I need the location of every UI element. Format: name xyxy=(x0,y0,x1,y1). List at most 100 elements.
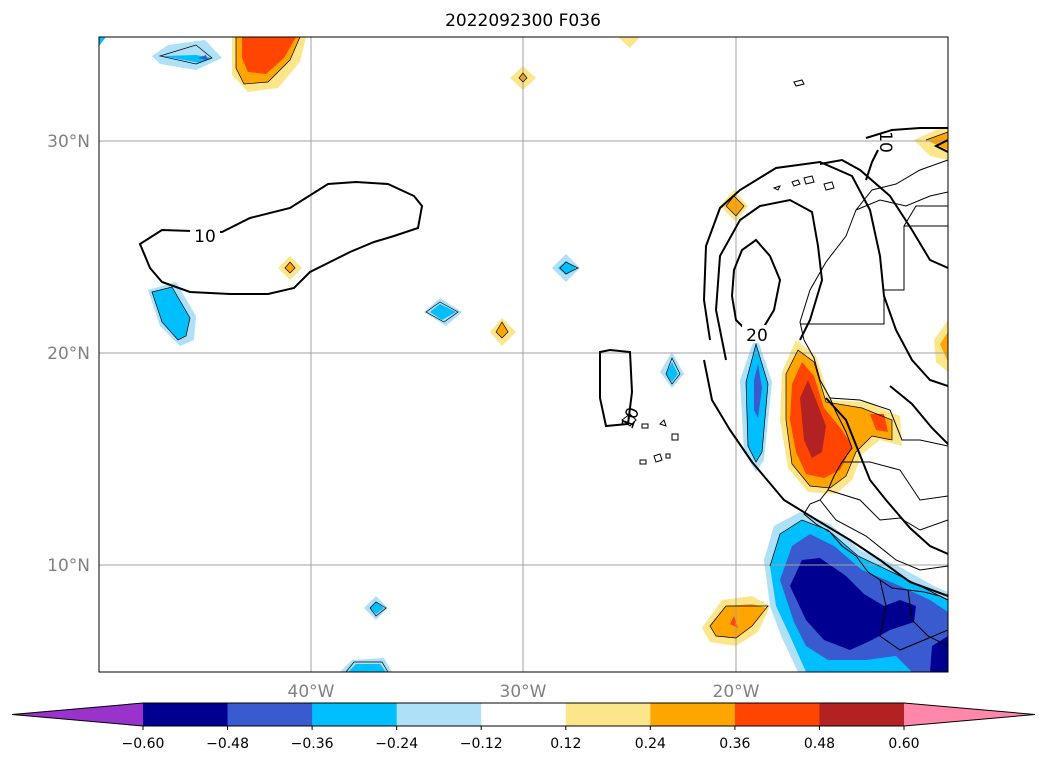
colorbar-tick-label: −0.36 xyxy=(291,736,334,752)
border xyxy=(842,461,948,501)
border xyxy=(879,579,948,651)
island xyxy=(791,179,801,187)
patch-outline xyxy=(518,72,528,83)
patch-outline xyxy=(925,131,948,141)
island xyxy=(671,433,679,441)
colorbar-tick-label: −0.60 xyxy=(122,736,165,752)
contour-label: 10 xyxy=(194,227,216,247)
patch-outline xyxy=(235,37,301,85)
contour-10-west xyxy=(138,180,424,295)
colorbar-tick-label: 0.24 xyxy=(635,736,666,752)
contour-label: 20 xyxy=(746,326,768,346)
colorbar-tick-label: 0.60 xyxy=(888,736,919,752)
patch-outline xyxy=(158,44,213,65)
contour-label: 10 xyxy=(875,131,895,153)
patch-outline xyxy=(284,261,296,274)
neg-anomaly-patch xyxy=(930,636,948,672)
island xyxy=(653,453,663,463)
colorbar-extend-high xyxy=(904,703,1035,726)
border xyxy=(907,589,948,647)
neg-anomaly-patch xyxy=(370,602,384,614)
neg-anomaly-patch xyxy=(99,37,106,46)
colorbar-tick-label: 0.48 xyxy=(804,736,835,752)
contour-lines xyxy=(138,127,948,597)
pos-anomaly-patch xyxy=(618,37,640,48)
neg-anomaly-patch xyxy=(666,362,678,382)
contour-10-north xyxy=(865,127,948,139)
patch-outline xyxy=(725,195,745,217)
coastlines xyxy=(621,79,948,651)
colorbar-tick-label: 0.12 xyxy=(550,736,581,752)
colorbar-segment xyxy=(227,703,313,726)
colorbar-segment xyxy=(481,703,567,726)
contour-mid xyxy=(702,160,948,387)
pos-anomaly-patch xyxy=(870,414,888,432)
patch-outline xyxy=(425,301,459,323)
lat-label: 10°N xyxy=(47,556,90,576)
contour-north xyxy=(819,158,948,269)
pos-anomaly-patch xyxy=(710,604,766,638)
colorbar-segment xyxy=(734,703,820,726)
map-panel: 10 20 10 10 xyxy=(98,36,949,673)
island xyxy=(659,419,667,427)
map-title: 2022092300 F036 xyxy=(445,11,601,31)
colorbar-extend-low xyxy=(12,703,143,726)
contour-edge xyxy=(933,139,948,153)
lat-label: 30°N xyxy=(47,132,90,152)
patch-outline xyxy=(709,605,769,639)
border xyxy=(829,397,948,447)
island xyxy=(641,423,649,429)
colorbar-segment xyxy=(650,703,736,726)
colorbar: −0.60 −0.48 −0.36 −0.24 −0.12 0.12 0.24 0.36 0.4… xyxy=(11,702,1036,752)
patch-outline xyxy=(151,286,191,341)
lon-labels: 40°W 30°W 20°W xyxy=(288,682,760,702)
neg-anomaly-patch xyxy=(754,364,762,418)
neg-anomaly-patch xyxy=(430,304,456,320)
lon-label: 40°W xyxy=(288,682,335,702)
filled-contours xyxy=(99,37,948,672)
neg-anomaly-patch xyxy=(790,558,916,650)
contour-10-north-a xyxy=(865,149,879,181)
lat-label: 20°N xyxy=(47,344,90,364)
pos-anomaly-patch xyxy=(242,37,296,74)
lat-labels: 30°N 20°N 10°N xyxy=(47,132,90,576)
lon-label: 20°W xyxy=(713,682,760,702)
pos-anomaly-patch xyxy=(940,332,948,362)
colorbar-tick-label: 0.36 xyxy=(719,736,750,752)
contour-outer-south xyxy=(703,359,948,597)
contour-mid-south xyxy=(825,397,948,555)
colorbar-tick-label: −0.12 xyxy=(460,736,503,752)
neg-anomaly-patch xyxy=(152,287,190,340)
neg-anomaly-patch xyxy=(162,55,212,63)
colorbar-segment xyxy=(143,703,229,726)
neg-anomaly-patch xyxy=(198,55,208,60)
label-bg xyxy=(742,325,772,343)
colorbar-segment xyxy=(819,703,905,726)
contour-mid-b xyxy=(889,385,948,445)
colorbar-segment xyxy=(312,703,398,726)
patch-outline xyxy=(369,601,387,617)
colorbar-segment xyxy=(396,703,482,726)
contour-10-capeverde xyxy=(599,348,634,428)
border xyxy=(819,499,948,571)
border xyxy=(903,205,948,227)
pos-anomaly-patch xyxy=(496,322,508,338)
island xyxy=(772,185,781,191)
map-frame xyxy=(98,36,949,673)
patch-outline xyxy=(785,349,893,489)
patch-outline xyxy=(769,519,948,601)
neg-anomaly-patch xyxy=(348,664,386,672)
pos-anomaly-patch xyxy=(726,196,744,216)
colorbar-segment xyxy=(565,703,651,726)
border xyxy=(855,191,948,211)
contour-inner xyxy=(714,198,824,361)
patch-outline xyxy=(495,321,509,339)
island xyxy=(823,181,835,191)
neg-anomaly-patch xyxy=(558,261,576,275)
colorbar-tick-label: −0.24 xyxy=(375,736,418,752)
neg-anomaly-patch xyxy=(152,40,222,70)
island xyxy=(803,175,815,185)
label-bg xyxy=(190,226,220,244)
patch-outline xyxy=(745,342,769,463)
